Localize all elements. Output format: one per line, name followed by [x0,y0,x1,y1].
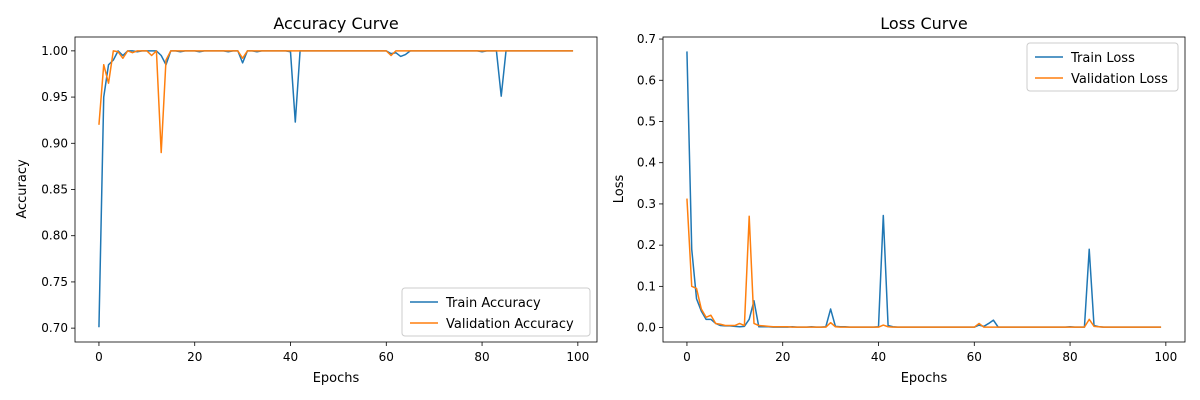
loss-y-tick-label: 0.0 [637,321,656,335]
loss-x-tick-label: 80 [1062,350,1077,364]
loss-series-line-0 [686,51,1162,328]
accuracy-y-tick-label: 0.90 [41,136,68,150]
accuracy-y-tick-label: 1.00 [41,44,68,58]
loss-y-tick-label: 0.2 [637,238,656,252]
loss-axes-frame [662,36,1186,343]
accuracy-x-tick-label: 80 [474,350,489,364]
loss-chart-title: Loss Curve [880,14,967,33]
loss-y-tick-label: 0.1 [637,279,656,293]
loss-y-tick-label: 0.5 [637,114,656,128]
loss-y-axis-label: Loss [612,175,627,204]
loss-y-tick-label: 0.4 [637,156,656,170]
accuracy-legend: Train Accuracy Validation Accuracy [401,287,591,337]
accuracy-x-tick-label: 0 [95,350,103,364]
loss-x-tick-label: 0 [683,350,691,364]
accuracy-series-line-1 [98,50,574,154]
accuracy-chart: Accuracy Curve Epochs Accuracy 0 20 40 60 80… [15,14,598,386]
accuracy-x-tick-label: 40 [283,350,298,364]
loss-x-tick-label: 100 [1154,350,1177,364]
accuracy-x-tick-label: 20 [187,350,202,364]
accuracy-y-tick-label: 0.95 [41,90,68,104]
accuracy-y-tick-label: 0.80 [41,229,68,243]
loss-legend-label-0: Train Loss [1070,51,1135,66]
loss-x-tick-label: 20 [775,350,790,364]
accuracy-chart-title: Accuracy Curve [273,14,398,33]
accuracy-legend-label-0: Train Accuracy [445,296,541,311]
accuracy-legend-label-1: Validation Accuracy [446,317,574,332]
accuracy-x-tick-label: 100 [566,350,589,364]
accuracy-series-line-0 [98,50,574,328]
loss-legend: Train Loss Validation Loss [1026,42,1179,92]
accuracy-x-axis-label: Epochs [313,371,360,386]
loss-y-tick-label: 0.7 [637,32,656,46]
loss-chart: Loss Curve Epochs Loss 0 20 40 60 80 100 0.0 0.… [612,14,1186,386]
accuracy-x-tick-label: 60 [379,350,394,364]
accuracy-y-axis-label: Accuracy [15,159,30,219]
loss-x-axis-label: Epochs [901,371,948,386]
loss-x-tick-label: 60 [967,350,982,364]
accuracy-y-tick-label: 0.75 [41,275,68,289]
loss-legend-label-1: Validation Loss [1071,72,1168,87]
loss-legend-box [1026,42,1179,92]
accuracy-legend-box [401,287,591,337]
loss-y-tick-label: 0.6 [637,73,656,87]
accuracy-y-tick-label: 0.85 [41,183,68,197]
loss-x-tick-label: 40 [871,350,886,364]
loss-series-line-1 [686,198,1162,328]
loss-y-tick-label: 0.3 [637,197,656,211]
accuracy-y-tick-label: 0.70 [41,321,68,335]
